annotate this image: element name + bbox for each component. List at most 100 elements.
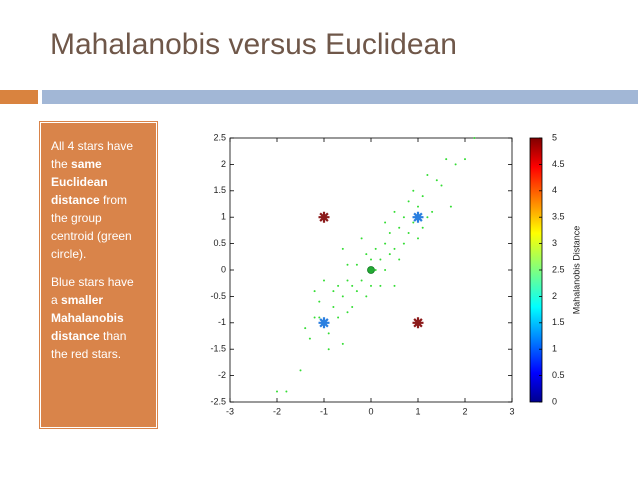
data-point <box>435 179 438 182</box>
data-point <box>393 210 396 213</box>
y-tick-label: -2.5 <box>210 396 226 406</box>
star <box>318 211 330 223</box>
y-tick-label: -1.5 <box>210 344 226 354</box>
data-point <box>370 258 372 261</box>
text-run: than the red stars. <box>51 329 127 361</box>
text-run: from the group centroid (green circle). <box>51 193 132 261</box>
y-tick-label: -0.5 <box>210 291 226 301</box>
data-point <box>473 137 476 139</box>
colorbar-tick-label: 0.5 <box>552 370 565 380</box>
colorbar-tick-label: 0 <box>552 396 557 406</box>
data-point <box>379 258 382 261</box>
slide-title: Mahalanobis versus Euclidean <box>50 28 457 61</box>
data-point <box>308 337 311 340</box>
data-point <box>417 237 419 240</box>
data-point <box>374 247 377 250</box>
data-point <box>384 221 387 224</box>
star <box>412 211 424 223</box>
data-point <box>285 390 288 393</box>
colorbar-tick-label: 1 <box>552 344 557 354</box>
data-point <box>318 300 321 303</box>
data-point <box>426 216 429 219</box>
colorbar-tick-label: 2.5 <box>552 264 565 274</box>
text-run: Blue stars have a <box>51 275 134 307</box>
data-point <box>337 284 340 287</box>
data-point <box>421 195 424 198</box>
data-point <box>304 327 307 330</box>
data-point <box>351 284 354 287</box>
data-point <box>388 232 391 235</box>
y-tick-label: 0 <box>221 264 226 274</box>
data-point <box>440 184 443 187</box>
data-point <box>341 295 344 298</box>
x-tick-label: 0 <box>368 406 373 416</box>
data-point <box>313 290 316 293</box>
data-point <box>346 263 349 266</box>
y-tick-label: -2 <box>218 370 226 380</box>
data-point <box>313 316 316 319</box>
colorbar-tick-label: 3.5 <box>552 212 565 222</box>
colorbar-tick-label: 4.5 <box>552 159 565 169</box>
data-point <box>402 216 405 219</box>
data-point <box>374 269 377 271</box>
colorbar-tick-label: 2 <box>552 291 557 301</box>
data-point <box>355 290 358 293</box>
text-run: All 4 stars have the <box>51 139 134 171</box>
data-point <box>398 226 401 229</box>
data-point <box>341 342 344 345</box>
data-point <box>407 232 410 235</box>
x-tick-label: 3 <box>509 406 514 416</box>
data-point <box>355 263 358 266</box>
data-point <box>384 242 387 245</box>
data-point <box>412 189 415 192</box>
colorbar-tick-label: 3 <box>552 238 557 248</box>
data-point <box>337 316 340 319</box>
data-point <box>393 284 396 287</box>
accent-bar <box>0 90 38 104</box>
y-tick-label: 2.5 <box>213 132 226 142</box>
y-tick-label: 0.5 <box>213 238 226 248</box>
accent-bar <box>42 90 638 104</box>
data-point <box>370 284 372 287</box>
data-point <box>332 290 335 293</box>
data-point <box>431 210 434 213</box>
text-run: same Euclidean distance <box>51 157 108 207</box>
star <box>318 317 330 329</box>
text-run: smaller Mahalanobis distance <box>51 293 124 343</box>
data-point <box>323 279 325 282</box>
data-point <box>346 311 349 314</box>
data-point <box>384 269 387 271</box>
x-tick-label: -1 <box>320 406 328 416</box>
data-point <box>346 279 349 282</box>
data-point <box>318 316 321 319</box>
data-point <box>360 237 363 240</box>
data-point <box>398 258 401 261</box>
text-box: All 4 stars have the same Euclidean dist… <box>39 121 158 429</box>
colorbar-tick-label: 4 <box>552 185 557 195</box>
paragraph: Blue stars have a smaller Mahalanobis di… <box>51 273 143 363</box>
colorbar-tick-label: 1.5 <box>552 317 565 327</box>
x-tick-label: -3 <box>226 406 234 416</box>
data-point <box>464 158 466 161</box>
data-point <box>327 348 330 351</box>
data-point <box>365 295 368 298</box>
x-tick-label: 2 <box>462 406 467 416</box>
colorbar-tick-label: 5 <box>552 132 557 142</box>
data-point <box>276 390 278 393</box>
star <box>412 317 424 329</box>
colorbar-label: Mahalanobis Distance <box>571 226 581 315</box>
data-point <box>421 226 424 229</box>
data-point <box>379 284 382 287</box>
data-point <box>445 158 448 161</box>
data-point <box>332 305 335 308</box>
data-point <box>360 279 363 282</box>
data-point <box>412 221 415 224</box>
x-tick-label: -2 <box>273 406 281 416</box>
data-point <box>454 163 457 166</box>
data-point <box>402 242 405 245</box>
y-tick-label: 2 <box>221 159 226 169</box>
data-point <box>341 247 344 250</box>
data-point <box>407 200 410 203</box>
